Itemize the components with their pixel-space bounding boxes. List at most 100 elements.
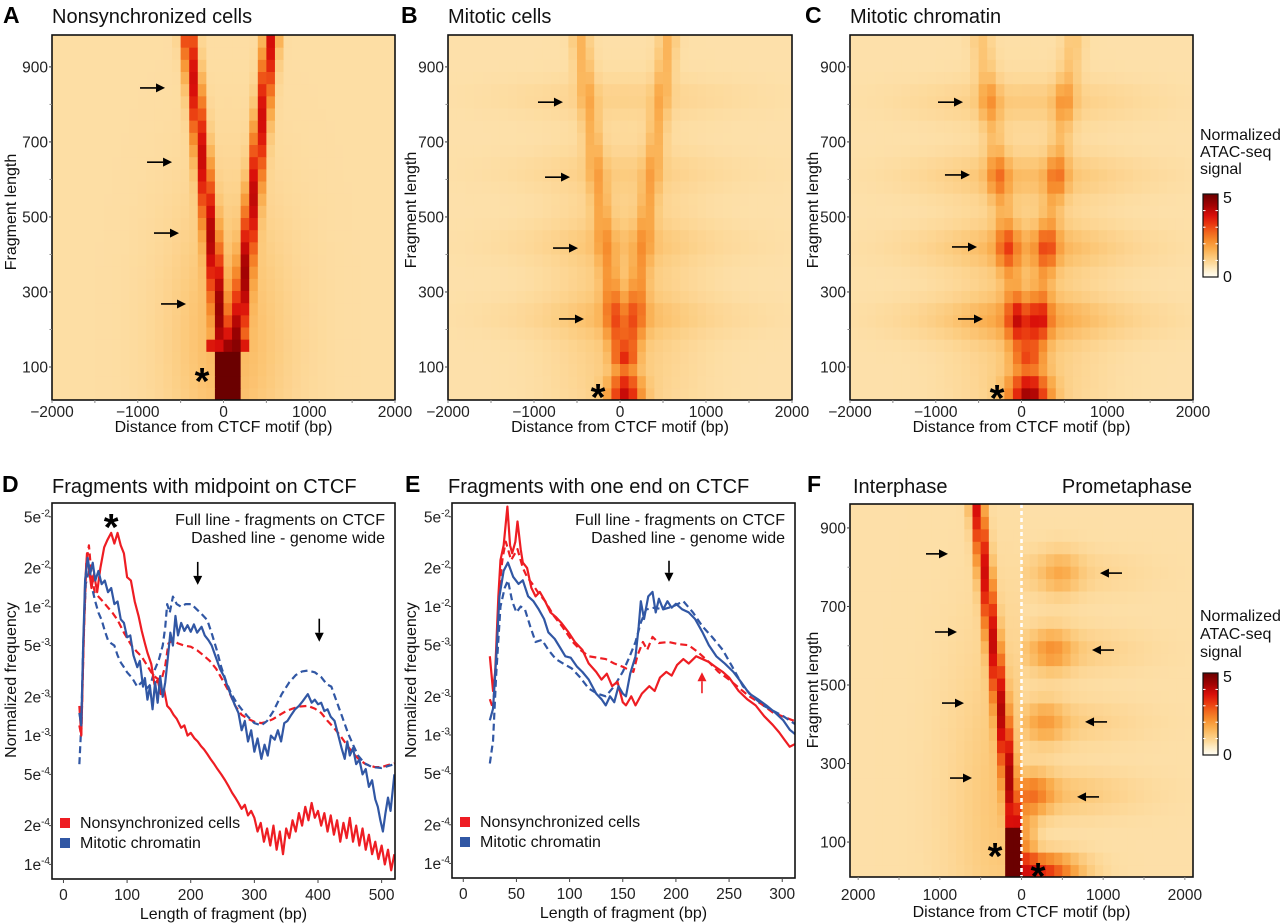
series-group — [78, 531, 395, 872]
heatmap-cell — [516, 387, 526, 401]
heatmap-cell — [714, 108, 724, 121]
heatmap-cell — [866, 591, 875, 604]
heatmap-cell — [884, 193, 894, 206]
heatmap-cell — [978, 363, 988, 377]
heatmap-cell — [1107, 254, 1117, 267]
heatmap-cell — [688, 156, 698, 170]
heatmap-cell — [551, 217, 561, 231]
heatmap-cell — [731, 387, 741, 401]
heatmap-cell — [360, 314, 370, 328]
heatmap-cell — [1046, 566, 1055, 580]
heatmap-cell — [551, 229, 561, 243]
heatmap-cell — [970, 351, 980, 364]
heatmap-cell — [671, 302, 681, 316]
heatmap-cell — [516, 120, 526, 133]
heatmap-cell — [343, 47, 353, 60]
heatmap-cell — [1055, 290, 1065, 304]
heatmap-cell — [223, 241, 233, 255]
heatmap-cell — [1047, 95, 1057, 109]
heatmap-cell — [978, 351, 988, 364]
heatmap-cell — [714, 144, 724, 158]
heatmap-cell — [1013, 653, 1022, 667]
heatmap-cell — [1086, 802, 1096, 816]
heatmap-cell — [1152, 715, 1161, 729]
heatmap-cell — [1029, 653, 1039, 667]
heatmap-cell — [491, 241, 501, 255]
heatmap-cell — [594, 35, 604, 48]
heatmap-cell — [525, 266, 535, 279]
heatmap-cell — [1029, 591, 1039, 604]
heatmap-cell — [257, 144, 267, 158]
heatmap-cell — [866, 852, 875, 866]
heatmap-cell — [60, 35, 70, 48]
heatmap-cell — [663, 387, 673, 401]
heatmap-cell — [1184, 83, 1194, 97]
heatmap-cell — [1030, 290, 1040, 304]
heatmap-cell — [1038, 254, 1048, 267]
y-tick-label: 2e-4 — [24, 817, 51, 835]
heatmap-cell — [1103, 690, 1112, 704]
heatmap-cell — [197, 120, 207, 133]
heatmap-cell — [163, 254, 173, 267]
heatmap-cell — [740, 181, 750, 194]
heatmap-cell — [980, 839, 990, 853]
heatmap-cell — [948, 852, 957, 866]
heatmap-cell — [714, 351, 724, 364]
heatmap-cell — [1064, 83, 1074, 97]
heatmap-cell — [731, 35, 741, 48]
heatmap-cell — [300, 241, 310, 255]
heatmap-cell — [749, 351, 759, 364]
heatmap-cell — [866, 765, 875, 779]
heatmap-cell — [465, 71, 475, 85]
heatmap-cell — [377, 302, 387, 316]
heatmap-cell — [369, 229, 379, 243]
heatmap-cell — [939, 727, 949, 741]
heatmap-cell — [714, 327, 724, 340]
heatmap-cell — [1072, 278, 1083, 291]
line-style-note: Dashed line - genome wide — [191, 530, 385, 547]
heatmap-cell — [706, 156, 716, 170]
heatmap-cell — [1127, 765, 1137, 779]
heatmap-cell — [783, 205, 793, 218]
heatmap-cell — [1107, 229, 1117, 243]
heatmap-cell — [1167, 205, 1177, 218]
heatmap-cell — [1004, 327, 1014, 340]
heatmap-cell — [850, 640, 859, 654]
heatmap-cell — [465, 387, 475, 401]
heatmap-cell — [956, 715, 965, 729]
heatmap-cell — [292, 314, 302, 328]
heatmap-cell — [1070, 566, 1080, 580]
heatmap-cell — [740, 314, 750, 328]
heatmap-cell — [568, 144, 578, 158]
y-tick-mantissa: 2e — [424, 689, 441, 706]
heatmap-cell — [901, 278, 911, 291]
heatmap-cell — [456, 363, 466, 377]
heatmap-cell — [120, 144, 130, 158]
heatmap-cell — [935, 83, 945, 97]
heatmap-cell — [223, 290, 233, 304]
heatmap-cell — [901, 120, 911, 133]
heatmap-cell — [180, 339, 190, 352]
heatmap-cell — [1098, 302, 1108, 316]
heatmap-cell — [1090, 95, 1100, 109]
heatmap-cell — [620, 351, 630, 364]
x-tick-label: 300 — [769, 886, 795, 903]
heatmap-cell — [120, 351, 130, 364]
heatmap-cell — [923, 740, 933, 754]
heatmap-cell — [274, 205, 285, 218]
heatmap-cell — [1144, 640, 1153, 654]
heatmap-cell — [154, 327, 164, 340]
heatmap-cell — [551, 71, 561, 85]
heatmap-cell — [1119, 665, 1129, 679]
heatmap-cell — [1030, 314, 1040, 328]
heatmap-cell — [1037, 702, 1047, 716]
heatmap-cell — [465, 302, 475, 316]
y-tick-exponent: -4 — [41, 817, 50, 828]
heatmap-cell — [352, 35, 362, 48]
heatmap-cell — [978, 83, 988, 97]
heatmap-cell — [1141, 351, 1151, 364]
heatmap-cell — [180, 302, 190, 316]
heatmap-cell — [680, 351, 690, 364]
heatmap-cell — [671, 254, 681, 267]
heatmap-cell — [890, 839, 900, 853]
